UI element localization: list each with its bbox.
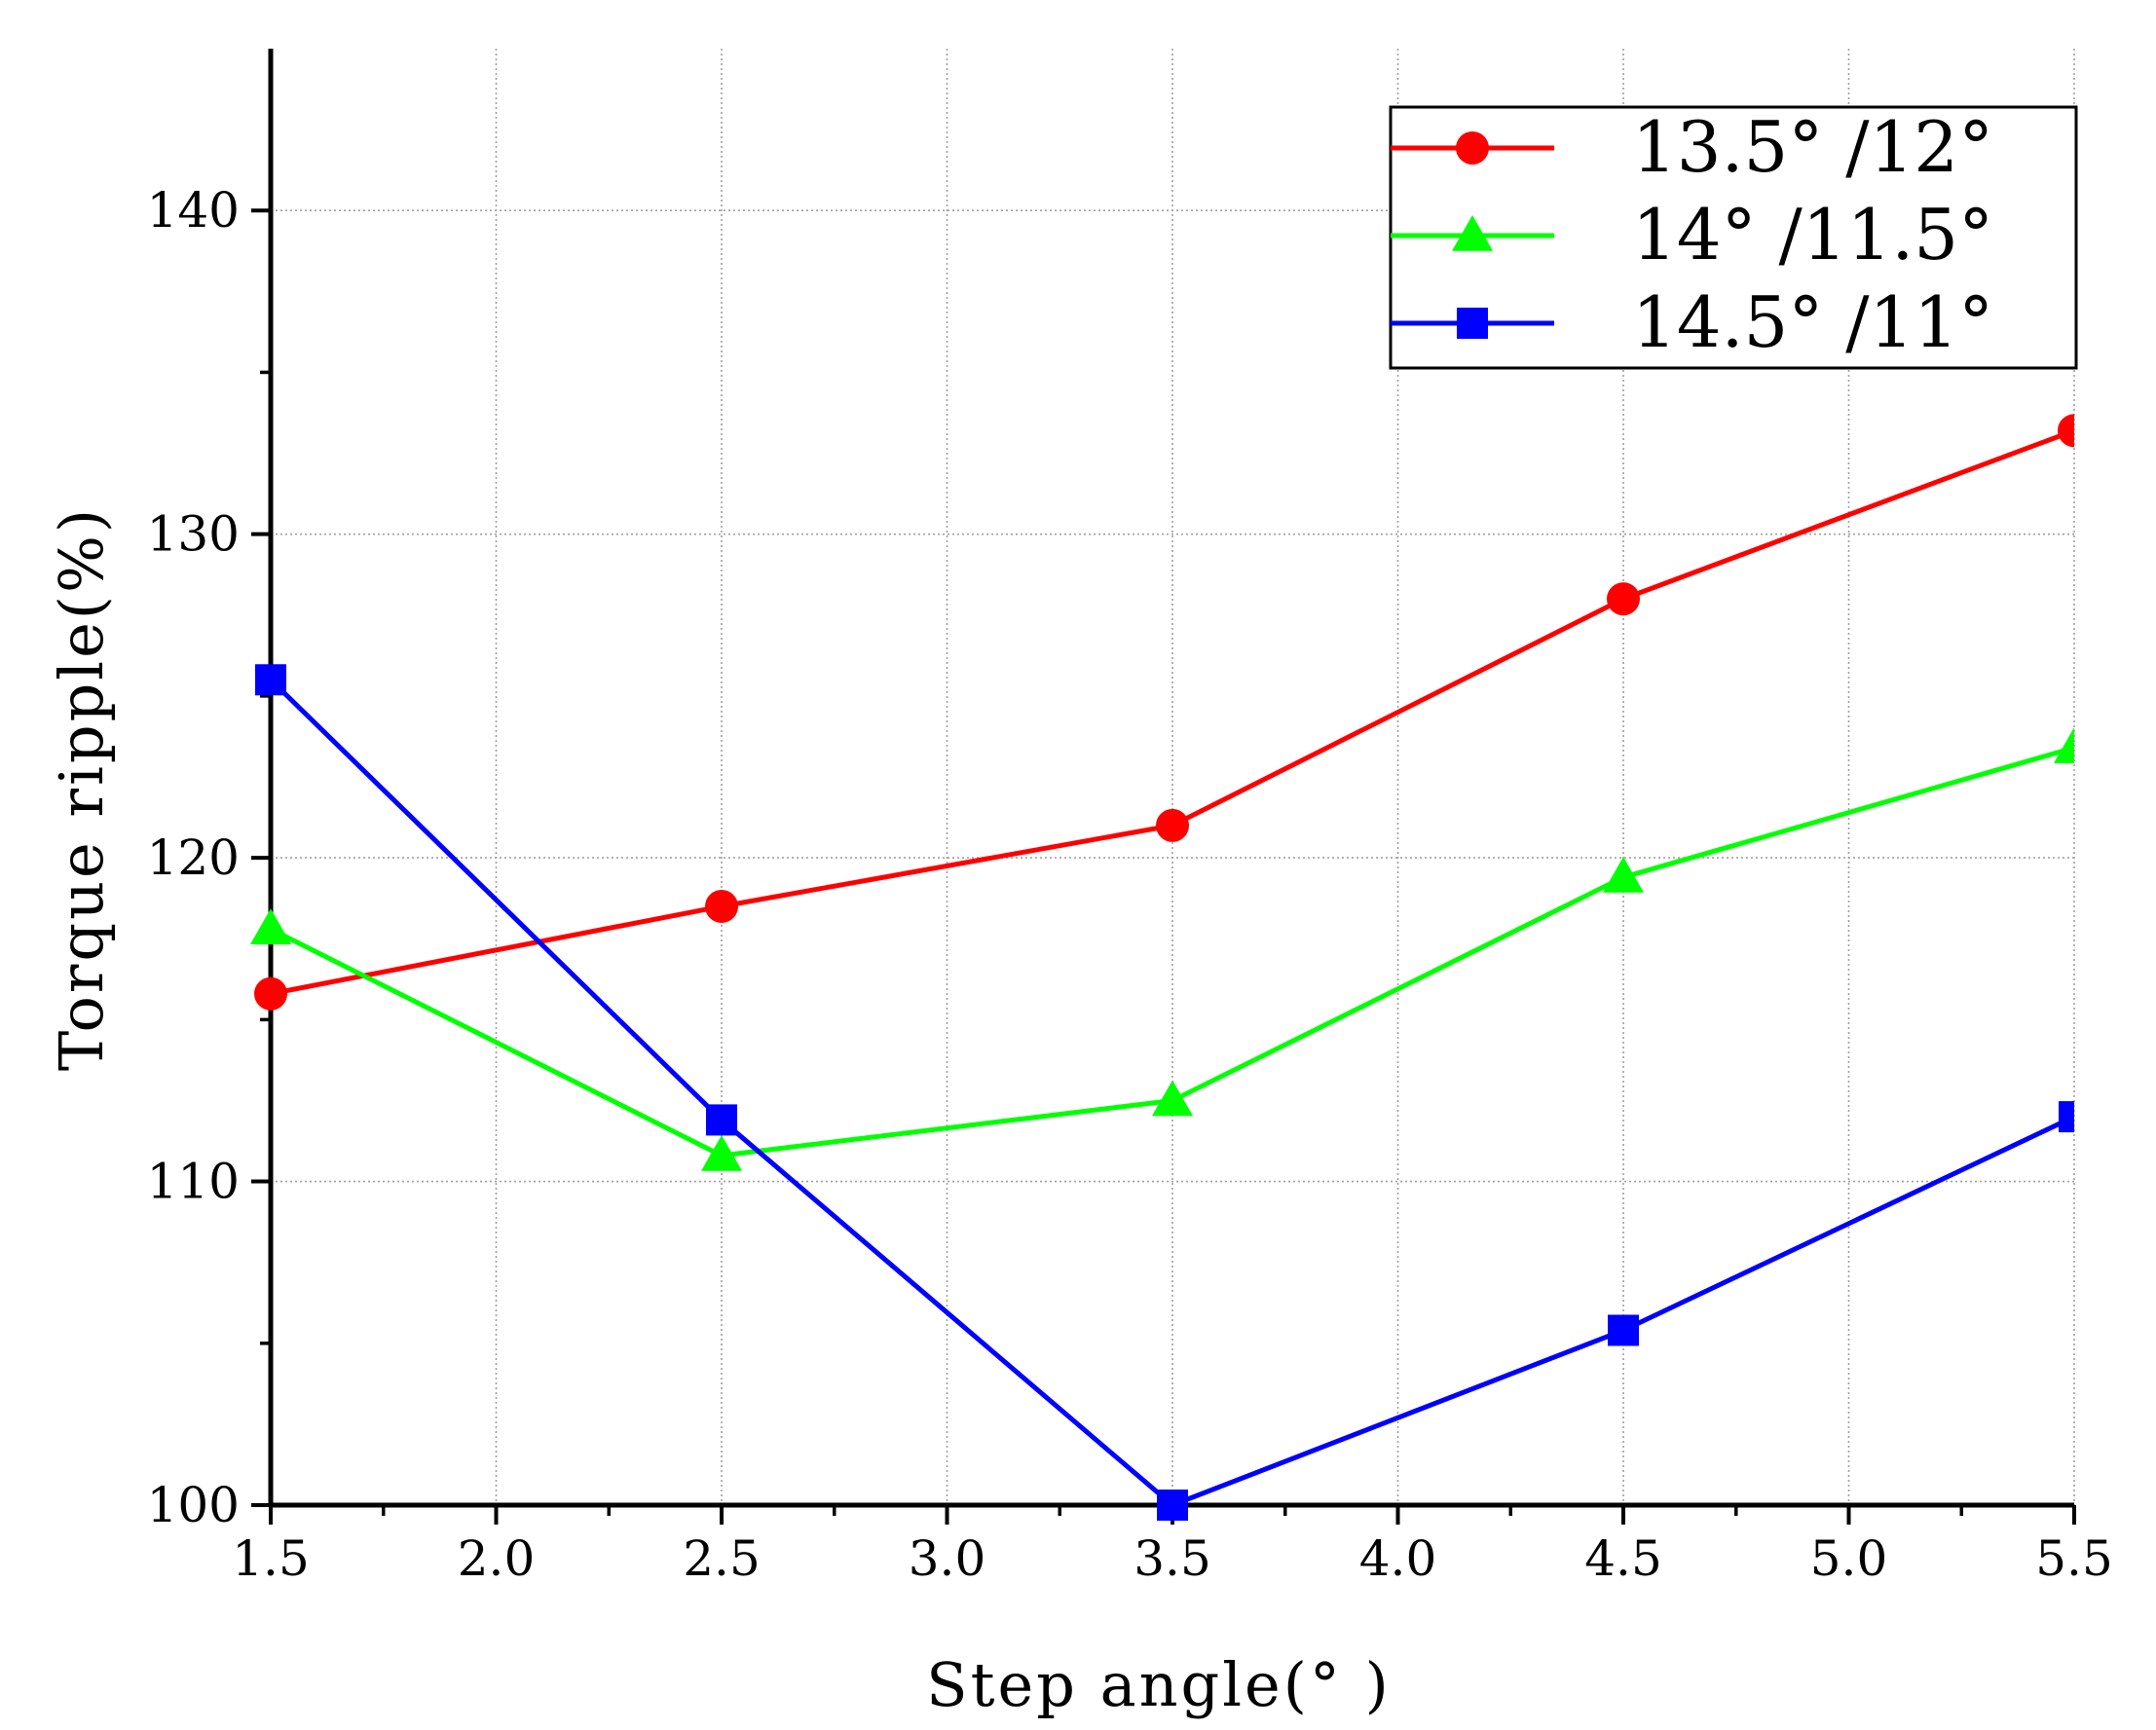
y-axis-title: Torque ripple(%) (46, 506, 117, 1071)
data-point (1157, 1490, 1188, 1521)
grid (271, 49, 2075, 1505)
series-group (254, 414, 2074, 1011)
data-point (1152, 1080, 1193, 1117)
data-point (705, 889, 738, 923)
series-group (250, 727, 2074, 1171)
y-tick-label: 110 (147, 1154, 240, 1210)
x-tick-label: 1.5 (232, 1530, 310, 1587)
data-point (2054, 727, 2074, 763)
data-point (255, 664, 286, 696)
legend-label: 14° /11.5° (1632, 194, 1993, 276)
legend-marker (1457, 308, 1488, 339)
x-tick-label: 4.5 (1584, 1530, 1662, 1587)
data-point (1156, 808, 1189, 842)
x-tick-label: 3.5 (1134, 1530, 1211, 1587)
data-point (1603, 857, 1644, 893)
x-tick-label: 5.0 (1810, 1530, 1888, 1587)
legend: 13.5° /12°14° /11.5°14.5° /11° (1389, 105, 2078, 370)
x-tick-label: 2.5 (683, 1530, 761, 1587)
y-tick-label: 100 (147, 1477, 240, 1533)
legend-label: 13.5° /12° (1632, 106, 1993, 188)
data-point (1608, 1314, 1639, 1346)
legend-marker (1456, 131, 1489, 165)
legend-marker (1452, 215, 1493, 251)
x-tick-label: 4.0 (1359, 1530, 1437, 1587)
data-point (2058, 414, 2074, 448)
data-point (254, 976, 287, 1011)
data-point (2059, 1101, 2074, 1133)
y-tick-label: 140 (147, 182, 240, 239)
data-point (250, 908, 291, 944)
legend-label: 14.5° /11° (1632, 281, 1993, 363)
y-tick-label: 130 (147, 506, 240, 563)
x-tick-label: 3.0 (909, 1530, 986, 1587)
series (250, 414, 2074, 1521)
axes: 1.5 2.0 2.5 3.0 3.5 4.0 4.5 5.0 5.5 100 110 120 130 1… (147, 49, 2113, 1587)
x-axis-title: Step angle(° ) (926, 1649, 1392, 1720)
data-point (1607, 582, 1640, 616)
x-tick-label: 2.0 (458, 1530, 536, 1587)
data-point (701, 1134, 742, 1171)
series-group (255, 664, 2074, 1521)
data-point (706, 1104, 737, 1136)
y-tick-label: 120 (147, 829, 240, 886)
x-tick-label: 5.5 (2035, 1530, 2113, 1587)
